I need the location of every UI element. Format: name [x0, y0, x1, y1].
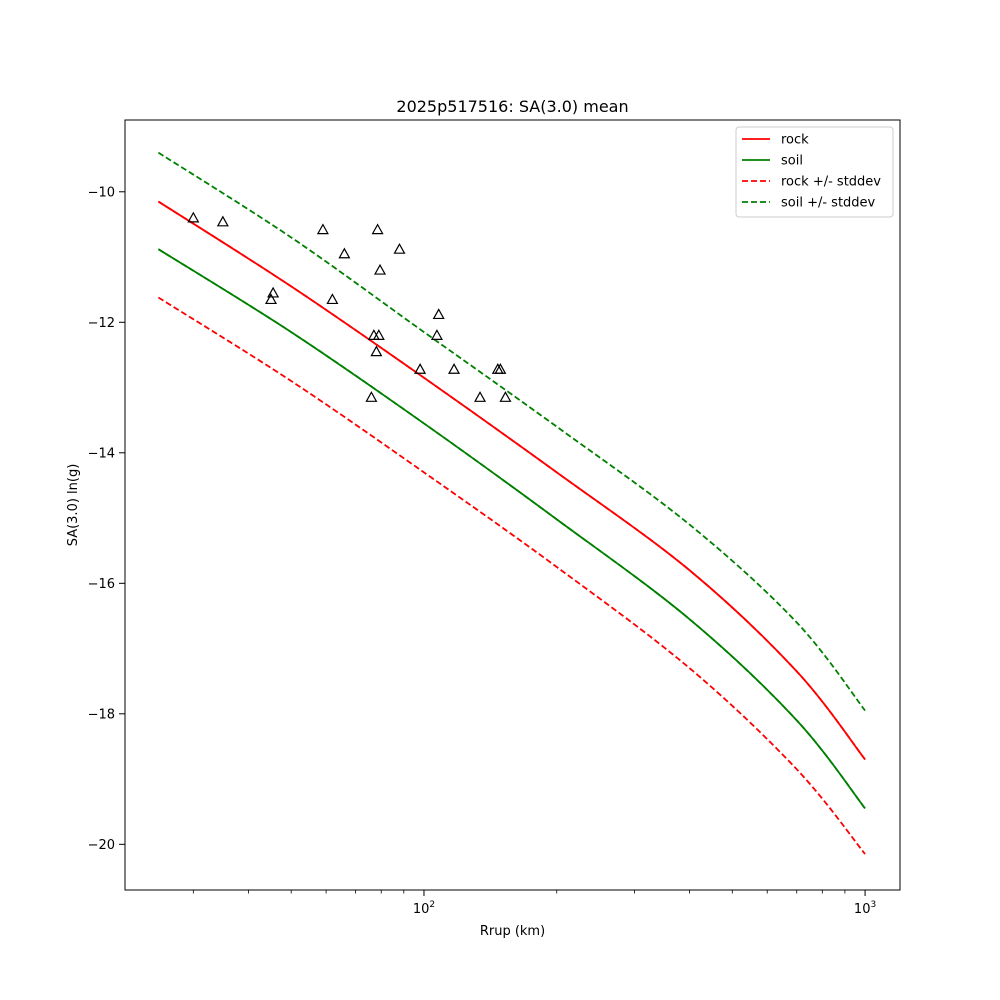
series-line-rock-stddev-2 — [157, 296, 866, 855]
y-tick-label: −18 — [88, 707, 115, 722]
observation-point — [494, 363, 507, 374]
x-axis-label: Rrup (km) — [480, 924, 545, 939]
observation-point — [414, 363, 427, 374]
legend-label: soil +/- stddev — [781, 196, 876, 211]
y-tick-label: −10 — [88, 185, 115, 200]
observation-point — [499, 391, 512, 402]
axes-frame — [124, 119, 901, 891]
observation-point — [267, 286, 280, 298]
plot-area — [157, 151, 866, 855]
chart-title: 2025p517516: SA(3.0) mean — [396, 97, 628, 116]
observation-point — [432, 308, 445, 320]
observation-point — [370, 345, 383, 357]
observation-point — [187, 211, 200, 223]
x-tick-label: 102 — [413, 900, 435, 917]
legend-label: rock +/- stddev — [781, 175, 881, 190]
x-tick-label: 103 — [854, 900, 876, 917]
series-line-soil-stddev-4 — [157, 151, 866, 712]
observation-point — [371, 223, 384, 235]
y-tick-label: −12 — [88, 316, 115, 331]
observation-point — [374, 263, 387, 275]
y-tick-label: −20 — [88, 838, 115, 853]
x-axis-ticks: 102 103 — [192, 890, 876, 917]
observation-point — [448, 363, 461, 374]
series-line-soil-stddev-5 — [157, 248, 866, 809]
y-axis-ticks: −10 −12 −14 −16 −18 −20 — [88, 185, 125, 853]
legend-label: rock — [781, 133, 809, 148]
observation-point — [326, 293, 339, 305]
observation-point — [474, 391, 487, 402]
legend-label: soil — [781, 154, 803, 169]
observation-point — [393, 242, 406, 254]
observation-point — [316, 223, 329, 235]
observation-point — [430, 329, 443, 340]
observation-point — [264, 293, 278, 305]
series-line-rock-stddev-3 — [157, 200, 866, 761]
observation-point — [338, 247, 351, 259]
series-line-soil-1 — [157, 248, 866, 809]
observation-point — [216, 215, 229, 227]
observation-point — [372, 329, 385, 340]
legend-box — [735, 126, 894, 218]
series-line-rock-0 — [157, 200, 866, 761]
y-tick-label: −16 — [88, 577, 115, 592]
y-axis-label: SA(3.0) ln(g) — [66, 464, 81, 547]
observation-point — [365, 391, 378, 402]
y-tick-label: −14 — [88, 446, 115, 461]
legend: rock soil rock +/- stddev soil +/- stddev — [735, 126, 894, 218]
